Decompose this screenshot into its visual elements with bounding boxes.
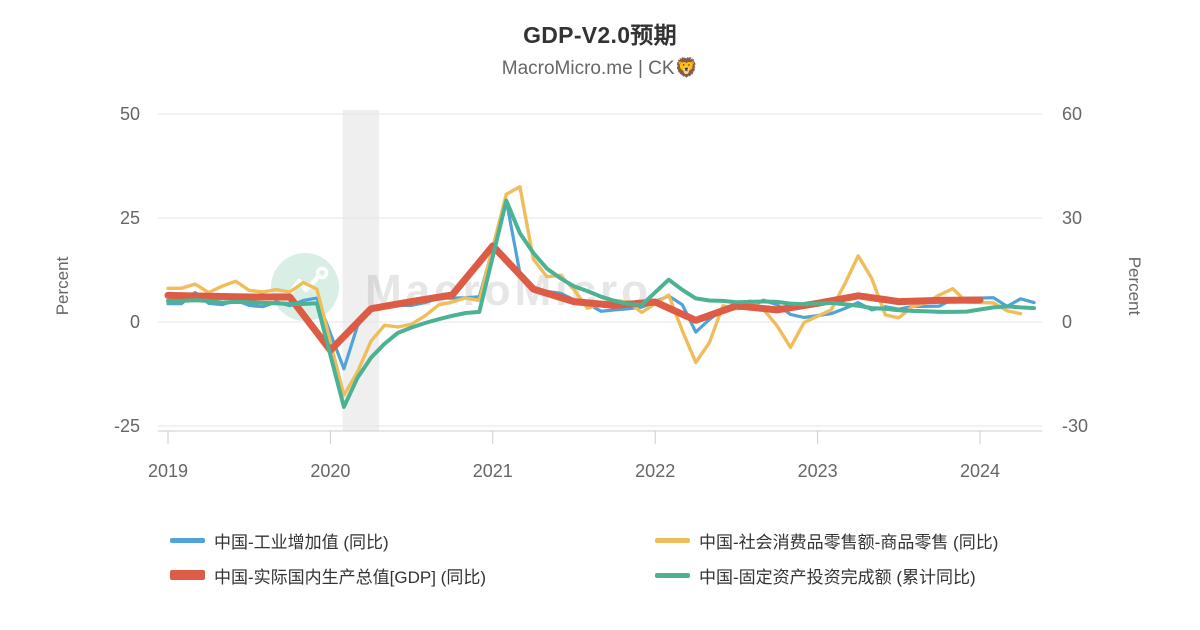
- series-line-retail-sales[interactable]: [166, 185, 1023, 397]
- right-axis-tick-label--30: -30: [1062, 416, 1088, 436]
- x-axis-tick-label-2020: 2020: [310, 461, 350, 481]
- legend-label-fixed-asset-investment: 中国-固定资产投资完成额 (累计同比): [699, 567, 976, 587]
- right-axis-tick-label-60: 60: [1062, 104, 1082, 124]
- left-axis-tick-label-50: 50: [120, 104, 140, 124]
- watermark-chart-icon-dot: [315, 266, 329, 280]
- series-layer: [164, 185, 1037, 409]
- left-axis-tick-label-25: 25: [120, 208, 140, 228]
- highlight-band-layer: [342, 110, 380, 431]
- left-axis-tick-label--25: -25: [114, 416, 140, 436]
- right-axis-title: Percent: [1125, 257, 1144, 316]
- x-axis-tick-label-2022: 2022: [635, 461, 675, 481]
- chart-subtitle: MacroMicro.me | CK🦁: [501, 58, 699, 79]
- recession-band: [342, 110, 380, 431]
- left-axis-tick-label-0: 0: [130, 312, 140, 332]
- x-axis-tick-label-2019: 2019: [148, 461, 188, 481]
- left-axis-title: Percent: [53, 256, 72, 315]
- legend-swatch-gdp: [170, 570, 205, 580]
- legend-item-gdp[interactable]: 中国-实际国内生产总值[GDP] (同比): [170, 563, 486, 587]
- legend-swatch-retail-sales: [655, 537, 690, 543]
- chart-title: GDP-V2.0预期: [523, 22, 677, 48]
- series-line-gdp[interactable]: [164, 242, 984, 354]
- legend-swatch-industrial-output: [170, 537, 205, 543]
- legend-swatch-fixed-asset-investment: [655, 572, 690, 578]
- x-axis-tick-label-2023: 2023: [798, 461, 838, 481]
- legend-item-fixed-asset-investment[interactable]: 中国-固定资产投资完成额 (累计同比): [655, 563, 976, 587]
- legend-label-retail-sales: 中国-社会消费品零售额-商品零售 (同比): [699, 532, 999, 552]
- right-axis-tick-label-30: 30: [1062, 208, 1082, 228]
- legend-label-industrial-output: 中国-工业增加值 (同比): [214, 532, 389, 552]
- right-axis-tick-label-0: 0: [1062, 312, 1072, 332]
- series-line-fixed-asset-investment[interactable]: [166, 198, 1037, 409]
- x-axis-tick-label-2024: 2024: [960, 461, 1000, 481]
- x-axis-layer: 2019 2020 2021 2022 2023 2024: [148, 430, 1042, 481]
- x-axis-tick-label-2021: 2021: [473, 461, 513, 481]
- legend-item-retail-sales[interactable]: 中国-社会消费品零售额-商品零售 (同比): [655, 528, 998, 552]
- legend-item-industrial-output[interactable]: 中国-工业增加值 (同比): [170, 528, 389, 552]
- legend-label-gdp: 中国-实际国内生产总值[GDP] (同比): [214, 567, 486, 587]
